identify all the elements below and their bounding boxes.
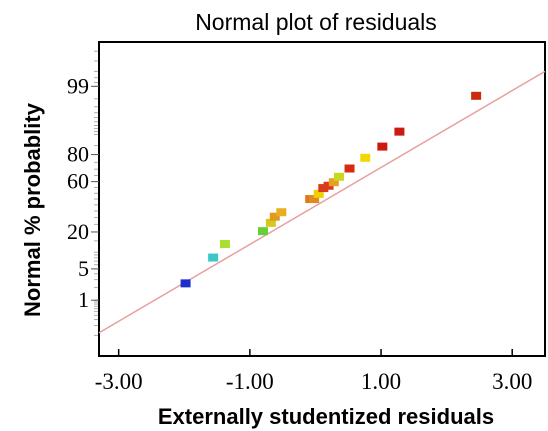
data-point bbox=[265, 218, 276, 227]
data-point bbox=[394, 127, 405, 136]
y-tick-label: 60 bbox=[67, 169, 89, 194]
y-tick-label: 5 bbox=[78, 256, 89, 281]
chart-title: Normal plot of residuals bbox=[195, 9, 437, 35]
data-point bbox=[334, 172, 345, 181]
data-point bbox=[328, 178, 339, 187]
x-axis-ticks: -3.00 -1.00 1.00 3.00 bbox=[95, 349, 532, 394]
x-axis-label: Externally studentized residuals bbox=[158, 404, 494, 429]
y-tick-label: 1 bbox=[78, 287, 89, 312]
x-tick-label: -3.00 bbox=[95, 369, 143, 394]
x-tick-label: -1.00 bbox=[226, 369, 274, 394]
data-point bbox=[471, 91, 482, 100]
x-tick-label: 1.00 bbox=[361, 369, 401, 394]
data-point bbox=[257, 227, 268, 236]
y-tick-label: 99 bbox=[67, 73, 89, 98]
x-tick-label: 3.00 bbox=[492, 369, 532, 394]
data-point bbox=[219, 239, 230, 248]
data-point bbox=[360, 153, 371, 162]
data-point bbox=[180, 279, 191, 288]
y-tick-label: 80 bbox=[67, 142, 89, 167]
data-point bbox=[208, 253, 219, 262]
data-points bbox=[180, 91, 482, 288]
data-point bbox=[313, 189, 324, 198]
data-point bbox=[344, 164, 355, 173]
reference-line bbox=[98, 70, 546, 334]
data-point bbox=[318, 184, 329, 193]
data-point bbox=[269, 212, 280, 221]
plot-frame bbox=[98, 41, 546, 357]
y-axis-label: Normal % probablity bbox=[20, 102, 45, 317]
data-point bbox=[323, 181, 334, 190]
y-minor-ticks bbox=[94, 50, 98, 336]
data-point bbox=[276, 208, 287, 217]
data-point bbox=[377, 142, 388, 151]
y-tick-label: 20 bbox=[67, 219, 89, 244]
data-point bbox=[309, 195, 320, 204]
